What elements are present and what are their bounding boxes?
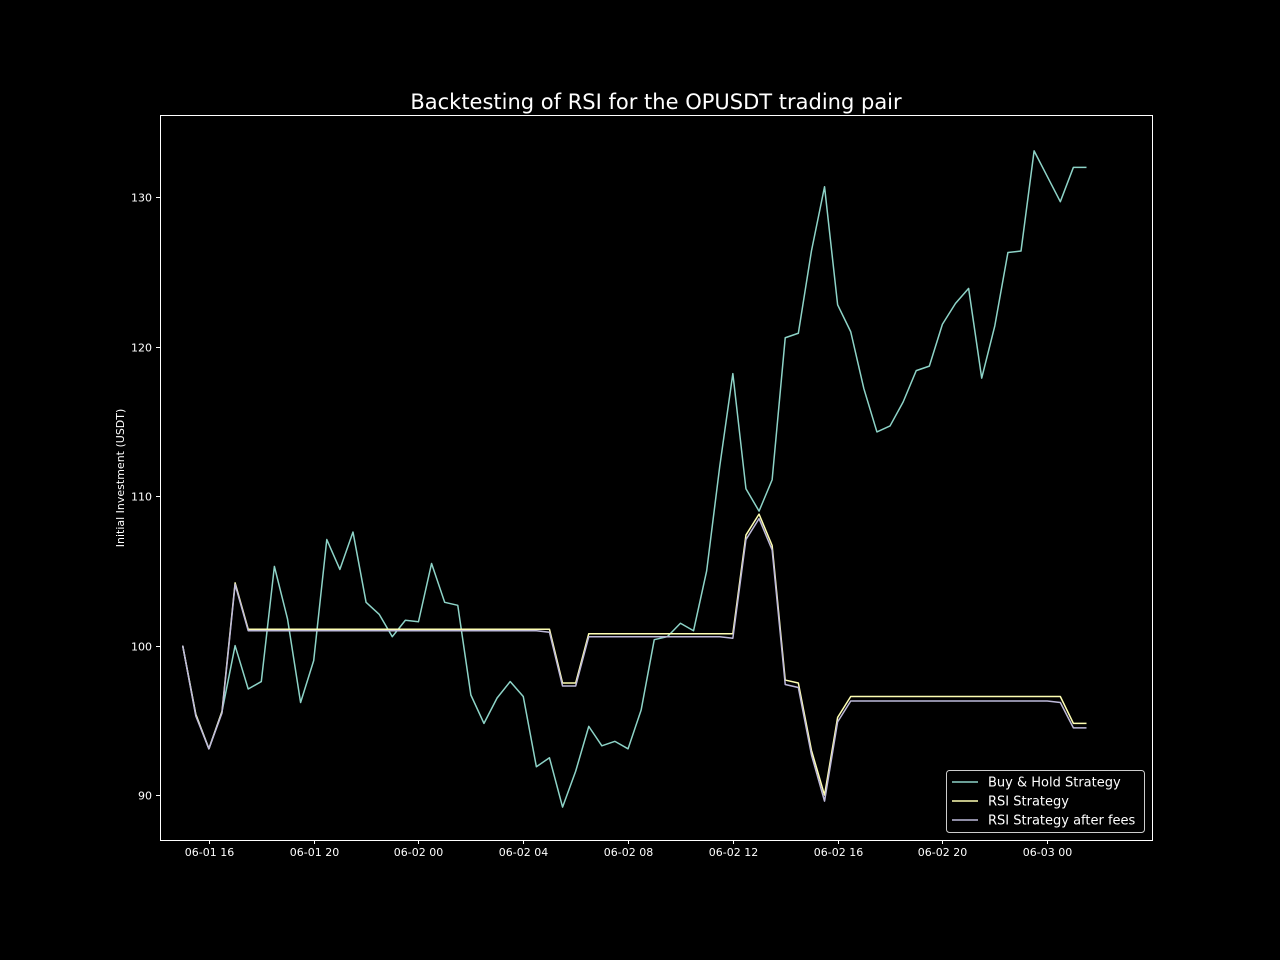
plot-area	[160, 115, 1153, 841]
x-tick-label: 06-02 12	[709, 846, 758, 859]
y-axis: 90 100 110 120 130	[131, 192, 160, 803]
x-tick-label: 06-03 00	[1023, 846, 1072, 859]
x-tick-label: 06-01 16	[185, 846, 234, 859]
x-tick-label: 06-02 08	[604, 846, 653, 859]
series-layer	[181, 150, 1087, 808]
legend: Buy & Hold Strategy RSI Strategy RSI Strat…	[946, 770, 1145, 833]
y-tick-label: 110	[131, 491, 152, 504]
series-line-rsi-strategy	[181, 513, 1087, 796]
x-axis: 06-01 16 06-01 20 06-02 00 06-02 04 06-02 08…	[185, 840, 1072, 859]
x-tick-label: 06-02 00	[394, 846, 443, 859]
y-axis-label: Initial Investment (USDT)	[114, 409, 127, 548]
series-line-rsi-strategy-after-fees	[181, 517, 1087, 802]
y-tick-label: 100	[131, 641, 152, 654]
y-tick-label: 130	[131, 192, 152, 205]
series-line-buy-hold-strategy	[181, 150, 1087, 808]
legend-label-buy-hold-strategy: Buy & Hold Strategy	[988, 776, 1121, 791]
y-tick-label: 120	[131, 342, 152, 355]
chart-title: Backtesting of RSI for the OPUSDT tradin…	[410, 90, 902, 114]
legend-label-rsi-strategy-after-fees: RSI Strategy after fees	[988, 814, 1136, 829]
legend-box	[946, 770, 1145, 833]
x-tick-label: 06-01 20	[290, 846, 339, 859]
x-tick-label: 06-02 04	[499, 846, 548, 859]
y-tick-label: 90	[138, 790, 152, 803]
x-tick-label: 06-02 20	[918, 846, 967, 859]
x-tick-label: 06-02 16	[814, 846, 863, 859]
legend-label-rsi-strategy: RSI Strategy	[988, 795, 1069, 810]
